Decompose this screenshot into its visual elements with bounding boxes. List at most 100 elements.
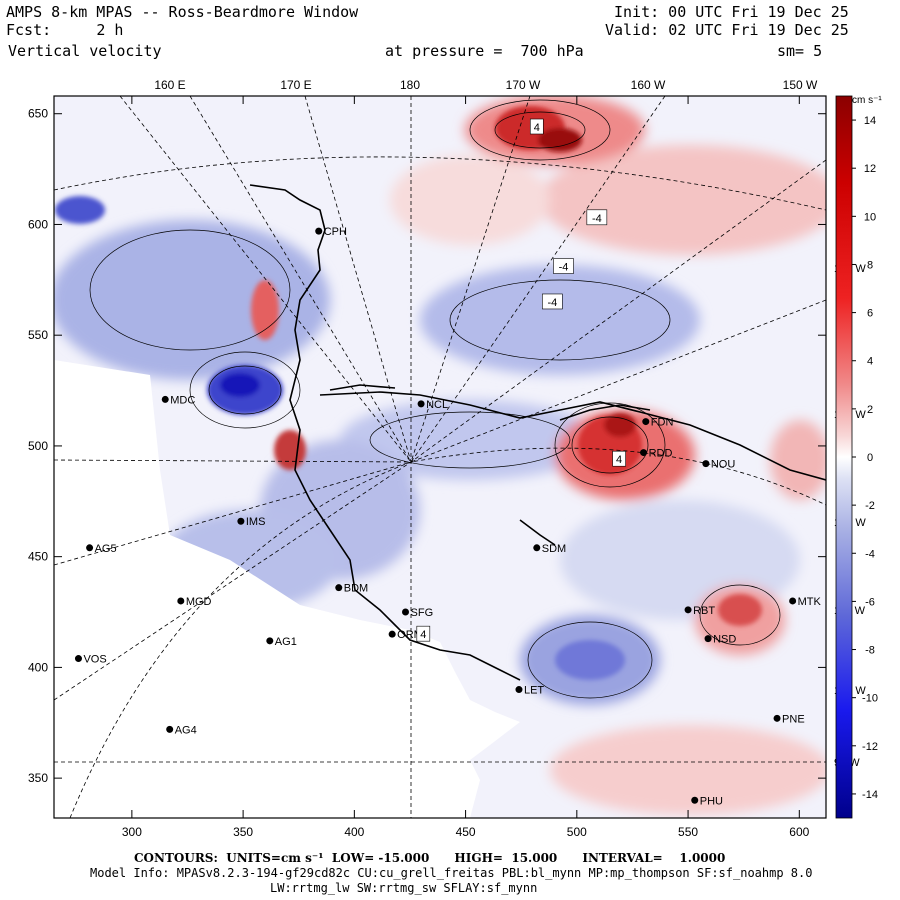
station-dot: [640, 449, 648, 457]
y-tick-label: 550: [28, 328, 48, 342]
x-tick-label: 450: [456, 825, 476, 839]
station-dot: [237, 517, 245, 525]
y-tick-label: 450: [28, 550, 48, 564]
smoothing: sm= 5: [777, 42, 823, 60]
plot-frame: [53, 95, 827, 819]
lon-label-top: 160 E: [154, 78, 185, 92]
colorbar-ticks: 14 12 10 8 6 4 2 0 -2 -4 -6 -8 -10 -12 -14: [852, 115, 878, 801]
contour-label: -4: [559, 262, 569, 274]
contour-label: 4: [534, 122, 540, 134]
contour-label-box: [586, 209, 608, 226]
station-dot: [789, 597, 797, 605]
colorbar-tick-label: -12: [862, 741, 878, 753]
core-coast-darkblue: [220, 373, 260, 397]
station-label: PNE: [782, 713, 805, 725]
colorbar-tick-label: 8: [867, 259, 873, 271]
contour-label: -4: [592, 213, 602, 225]
region-edge-pink: [770, 420, 826, 500]
fcst-label: Fcst:: [6, 21, 52, 39]
station-label: SDM: [542, 543, 566, 555]
lon-label-top: 150 W: [783, 78, 818, 92]
station-dot: [691, 796, 699, 804]
station-dot: [402, 608, 410, 616]
station-label: MDC: [170, 394, 195, 406]
physics-info: LW:rrtmg_lw SW:rrtmg_sw SFLAY:sf_mynn: [270, 881, 538, 895]
colorbar-tick-label: 4: [867, 356, 873, 368]
field-name: Vertical velocity: [8, 42, 162, 60]
station-dot: [642, 418, 650, 426]
core-north-darkred: [538, 128, 582, 152]
station-dot: [315, 227, 323, 235]
station-label: RBT: [693, 605, 715, 617]
station-markers: CPH MDC NCL FDN RDD NOU IMS SDM AG5 MGD MTK RBT BDM S…: [74, 226, 822, 807]
station-label: RDD: [649, 448, 673, 460]
station-dot: [166, 725, 174, 733]
station-label: BDM: [344, 583, 368, 595]
region-nc-pink: [390, 155, 550, 245]
station-dot: [417, 400, 425, 408]
valid-time: Valid: 02 UTC Fri 19 Dec 25: [605, 21, 849, 39]
core-south-blue: [555, 640, 625, 680]
y-tick-label: 350: [28, 771, 48, 785]
station-label: SFG: [411, 607, 434, 619]
model-info: Model Info: MPASv8.2.3-194-gf29cd82c CU:…: [90, 866, 813, 880]
station-dot: [86, 544, 94, 552]
contour-info: CONTOURS: UNITS=cm s⁻¹ LOW= -15.000 HIGH…: [134, 851, 726, 865]
no-data-region: [54, 360, 520, 818]
colorbar-tick-label: -2: [865, 500, 875, 512]
station-dot: [684, 606, 692, 614]
y-tick-label: 500: [28, 439, 48, 453]
level-value: 700 hPa: [520, 42, 584, 60]
station-label: VOS: [83, 654, 106, 666]
station-label: MGD: [186, 596, 212, 608]
core-ridge-red2: [274, 430, 306, 470]
fcst-value: 2 h: [96, 21, 124, 39]
colorbar-tick-label: 0: [867, 452, 873, 464]
coastline: [249, 184, 826, 681]
station-label: LET: [524, 685, 544, 697]
colorbar-tick-label: -6: [865, 596, 875, 608]
colorbar-scale: [835, 95, 853, 819]
y-tick-label: 650: [28, 107, 48, 121]
y-tick-label: 600: [28, 217, 48, 231]
station-dot: [704, 635, 712, 643]
region-band-blue: [340, 400, 600, 480]
contour-label-box: [612, 450, 626, 467]
y-tick-label: 400: [28, 660, 48, 674]
contour-label-box: [542, 293, 563, 310]
station-dot: [388, 630, 396, 638]
x-tick-label: 300: [122, 825, 142, 839]
axes: 300 350 400 450 500 550 600 650 600 550 500 450 400 3…: [28, 96, 826, 839]
station-dot: [74, 655, 82, 663]
region-central-blue: [420, 265, 700, 375]
station-dot: [533, 544, 541, 552]
region-west-blue: [54, 220, 330, 380]
colorbar: cm s⁻¹ 14 12 10 8 6 4 2 0 -2 -4 -6 -8 -10 -12 -14: [835, 95, 882, 819]
colorbar-tick-label: -14: [862, 789, 878, 801]
contour-label-box: [416, 625, 431, 642]
station-label: FDN: [651, 417, 674, 429]
station-dot: [515, 686, 523, 694]
station-label: AG5: [95, 543, 117, 555]
region-se-pink: [550, 725, 826, 815]
lon-label-top: 170 W: [506, 78, 541, 92]
contour-label: -4: [547, 297, 557, 309]
station-label: MTK: [798, 596, 822, 608]
station-label: NOU: [711, 459, 736, 471]
colorbar-tick-label: 12: [864, 163, 876, 175]
x-tick-label: 500: [567, 825, 587, 839]
station-label: ORM: [397, 629, 423, 641]
contour-label: 4: [420, 629, 426, 641]
lon-label-top: 180: [400, 78, 420, 92]
station-dot: [335, 584, 343, 592]
lon-label-top: 160 W: [631, 78, 666, 92]
station-label: AG4: [175, 724, 197, 736]
colorbar-tick-label: 6: [867, 308, 873, 320]
station-dot: [161, 395, 169, 403]
core-east-red: [718, 594, 762, 626]
forecast-hour: Fcst: 2 h: [6, 22, 123, 39]
colorbar-tick-label: -8: [865, 645, 875, 657]
x-tick-label: 350: [233, 825, 253, 839]
x-tick-label: 550: [678, 825, 698, 839]
